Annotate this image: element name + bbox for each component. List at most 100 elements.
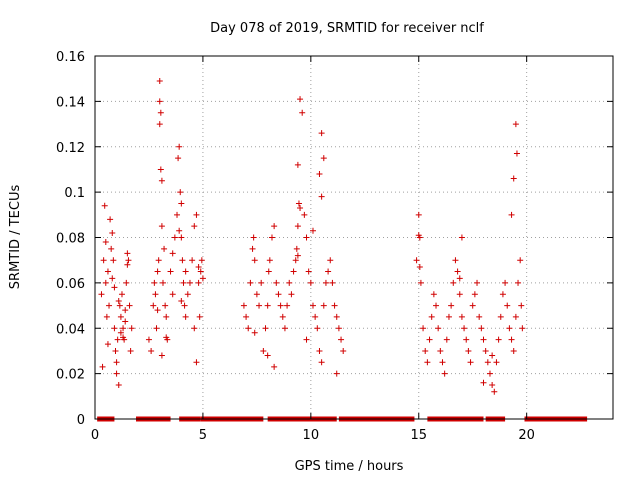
data-point bbox=[156, 98, 163, 105]
x-tick-label: 5 bbox=[199, 428, 207, 443]
y-tick-label: 0.04 bbox=[56, 322, 85, 337]
data-point bbox=[128, 325, 135, 332]
data-point bbox=[437, 347, 444, 354]
data-point bbox=[331, 302, 338, 309]
data-point bbox=[303, 234, 310, 241]
data-point bbox=[186, 279, 193, 286]
data-point bbox=[154, 268, 161, 275]
data-point bbox=[108, 245, 115, 252]
data-point bbox=[430, 291, 437, 298]
data-point bbox=[113, 370, 120, 377]
x-tick-label: 0 bbox=[91, 428, 99, 443]
data-point bbox=[284, 302, 291, 309]
data-point bbox=[333, 313, 340, 320]
data-point bbox=[153, 325, 160, 332]
data-point bbox=[148, 347, 155, 354]
data-point bbox=[279, 313, 286, 320]
data-point bbox=[294, 252, 301, 259]
data-point bbox=[502, 279, 509, 286]
data-point bbox=[271, 363, 278, 370]
data-point bbox=[469, 302, 476, 309]
data-point bbox=[420, 325, 427, 332]
data-point bbox=[491, 388, 498, 395]
data-point bbox=[199, 275, 206, 282]
data-point bbox=[415, 211, 422, 218]
x-ticks: 0 5 10 15 20 bbox=[91, 56, 535, 443]
data-point bbox=[196, 313, 203, 320]
data-point bbox=[445, 313, 452, 320]
data-point bbox=[189, 257, 196, 264]
chart-title: Day 078 of 2019, SRMTID for receiver ncl… bbox=[210, 21, 484, 36]
data-point bbox=[158, 177, 165, 184]
data-point bbox=[340, 347, 347, 354]
data-point bbox=[456, 291, 463, 298]
data-point bbox=[162, 302, 169, 309]
data-point bbox=[124, 261, 131, 268]
grid bbox=[95, 56, 613, 419]
data-point bbox=[120, 334, 127, 341]
data-point bbox=[167, 268, 174, 275]
data-point bbox=[197, 268, 204, 275]
data-point bbox=[458, 234, 465, 241]
data-point bbox=[174, 211, 181, 218]
data-point bbox=[294, 223, 301, 230]
data-point bbox=[243, 313, 250, 320]
data-point bbox=[299, 109, 306, 116]
data-point bbox=[482, 347, 489, 354]
data-point bbox=[463, 336, 470, 343]
data-point bbox=[195, 279, 202, 286]
data-point bbox=[251, 257, 258, 264]
data-point bbox=[250, 234, 257, 241]
y-tick-label: 0.1 bbox=[64, 186, 85, 201]
data-point bbox=[517, 257, 524, 264]
data-point bbox=[303, 336, 310, 343]
x-axis-label: GPS time / hours bbox=[295, 459, 404, 474]
data-point bbox=[169, 291, 176, 298]
data-point bbox=[286, 279, 293, 286]
data-point bbox=[277, 302, 284, 309]
data-point bbox=[480, 336, 487, 343]
data-point bbox=[294, 161, 301, 168]
data-point bbox=[465, 347, 472, 354]
data-point bbox=[100, 257, 107, 264]
data-point bbox=[260, 347, 267, 354]
data-point bbox=[256, 302, 263, 309]
data-points bbox=[98, 77, 526, 395]
data-point bbox=[474, 279, 481, 286]
data-point bbox=[478, 325, 485, 332]
data-point bbox=[495, 336, 502, 343]
data-point bbox=[157, 109, 164, 116]
y-tick-label: 0 bbox=[77, 413, 85, 428]
data-point bbox=[115, 381, 122, 388]
data-point bbox=[101, 202, 108, 209]
data-point bbox=[439, 359, 446, 366]
x-tick-label: 15 bbox=[410, 428, 427, 443]
data-point bbox=[417, 279, 424, 286]
data-point bbox=[107, 216, 114, 223]
x-tick-label: 10 bbox=[303, 428, 320, 443]
data-point bbox=[184, 291, 191, 298]
data-point bbox=[116, 302, 123, 309]
data-point bbox=[486, 370, 493, 377]
data-point bbox=[325, 268, 332, 275]
data-point bbox=[178, 200, 185, 207]
data-point bbox=[307, 279, 314, 286]
data-point bbox=[268, 234, 275, 241]
data-point bbox=[329, 279, 336, 286]
data-point bbox=[290, 268, 297, 275]
data-point bbox=[247, 279, 254, 286]
data-point bbox=[309, 227, 316, 234]
data-point bbox=[178, 298, 185, 305]
data-point bbox=[513, 150, 520, 157]
y-axis-label: SRMTID / TECUs bbox=[8, 185, 23, 290]
y-tick-label: 0.08 bbox=[56, 232, 85, 247]
data-point bbox=[424, 359, 431, 366]
data-point bbox=[338, 336, 345, 343]
data-point bbox=[510, 175, 517, 182]
data-point bbox=[441, 370, 448, 377]
data-point bbox=[316, 170, 323, 177]
data-point bbox=[111, 284, 118, 291]
data-point bbox=[480, 379, 487, 386]
data-point bbox=[312, 313, 319, 320]
data-point bbox=[191, 223, 198, 230]
